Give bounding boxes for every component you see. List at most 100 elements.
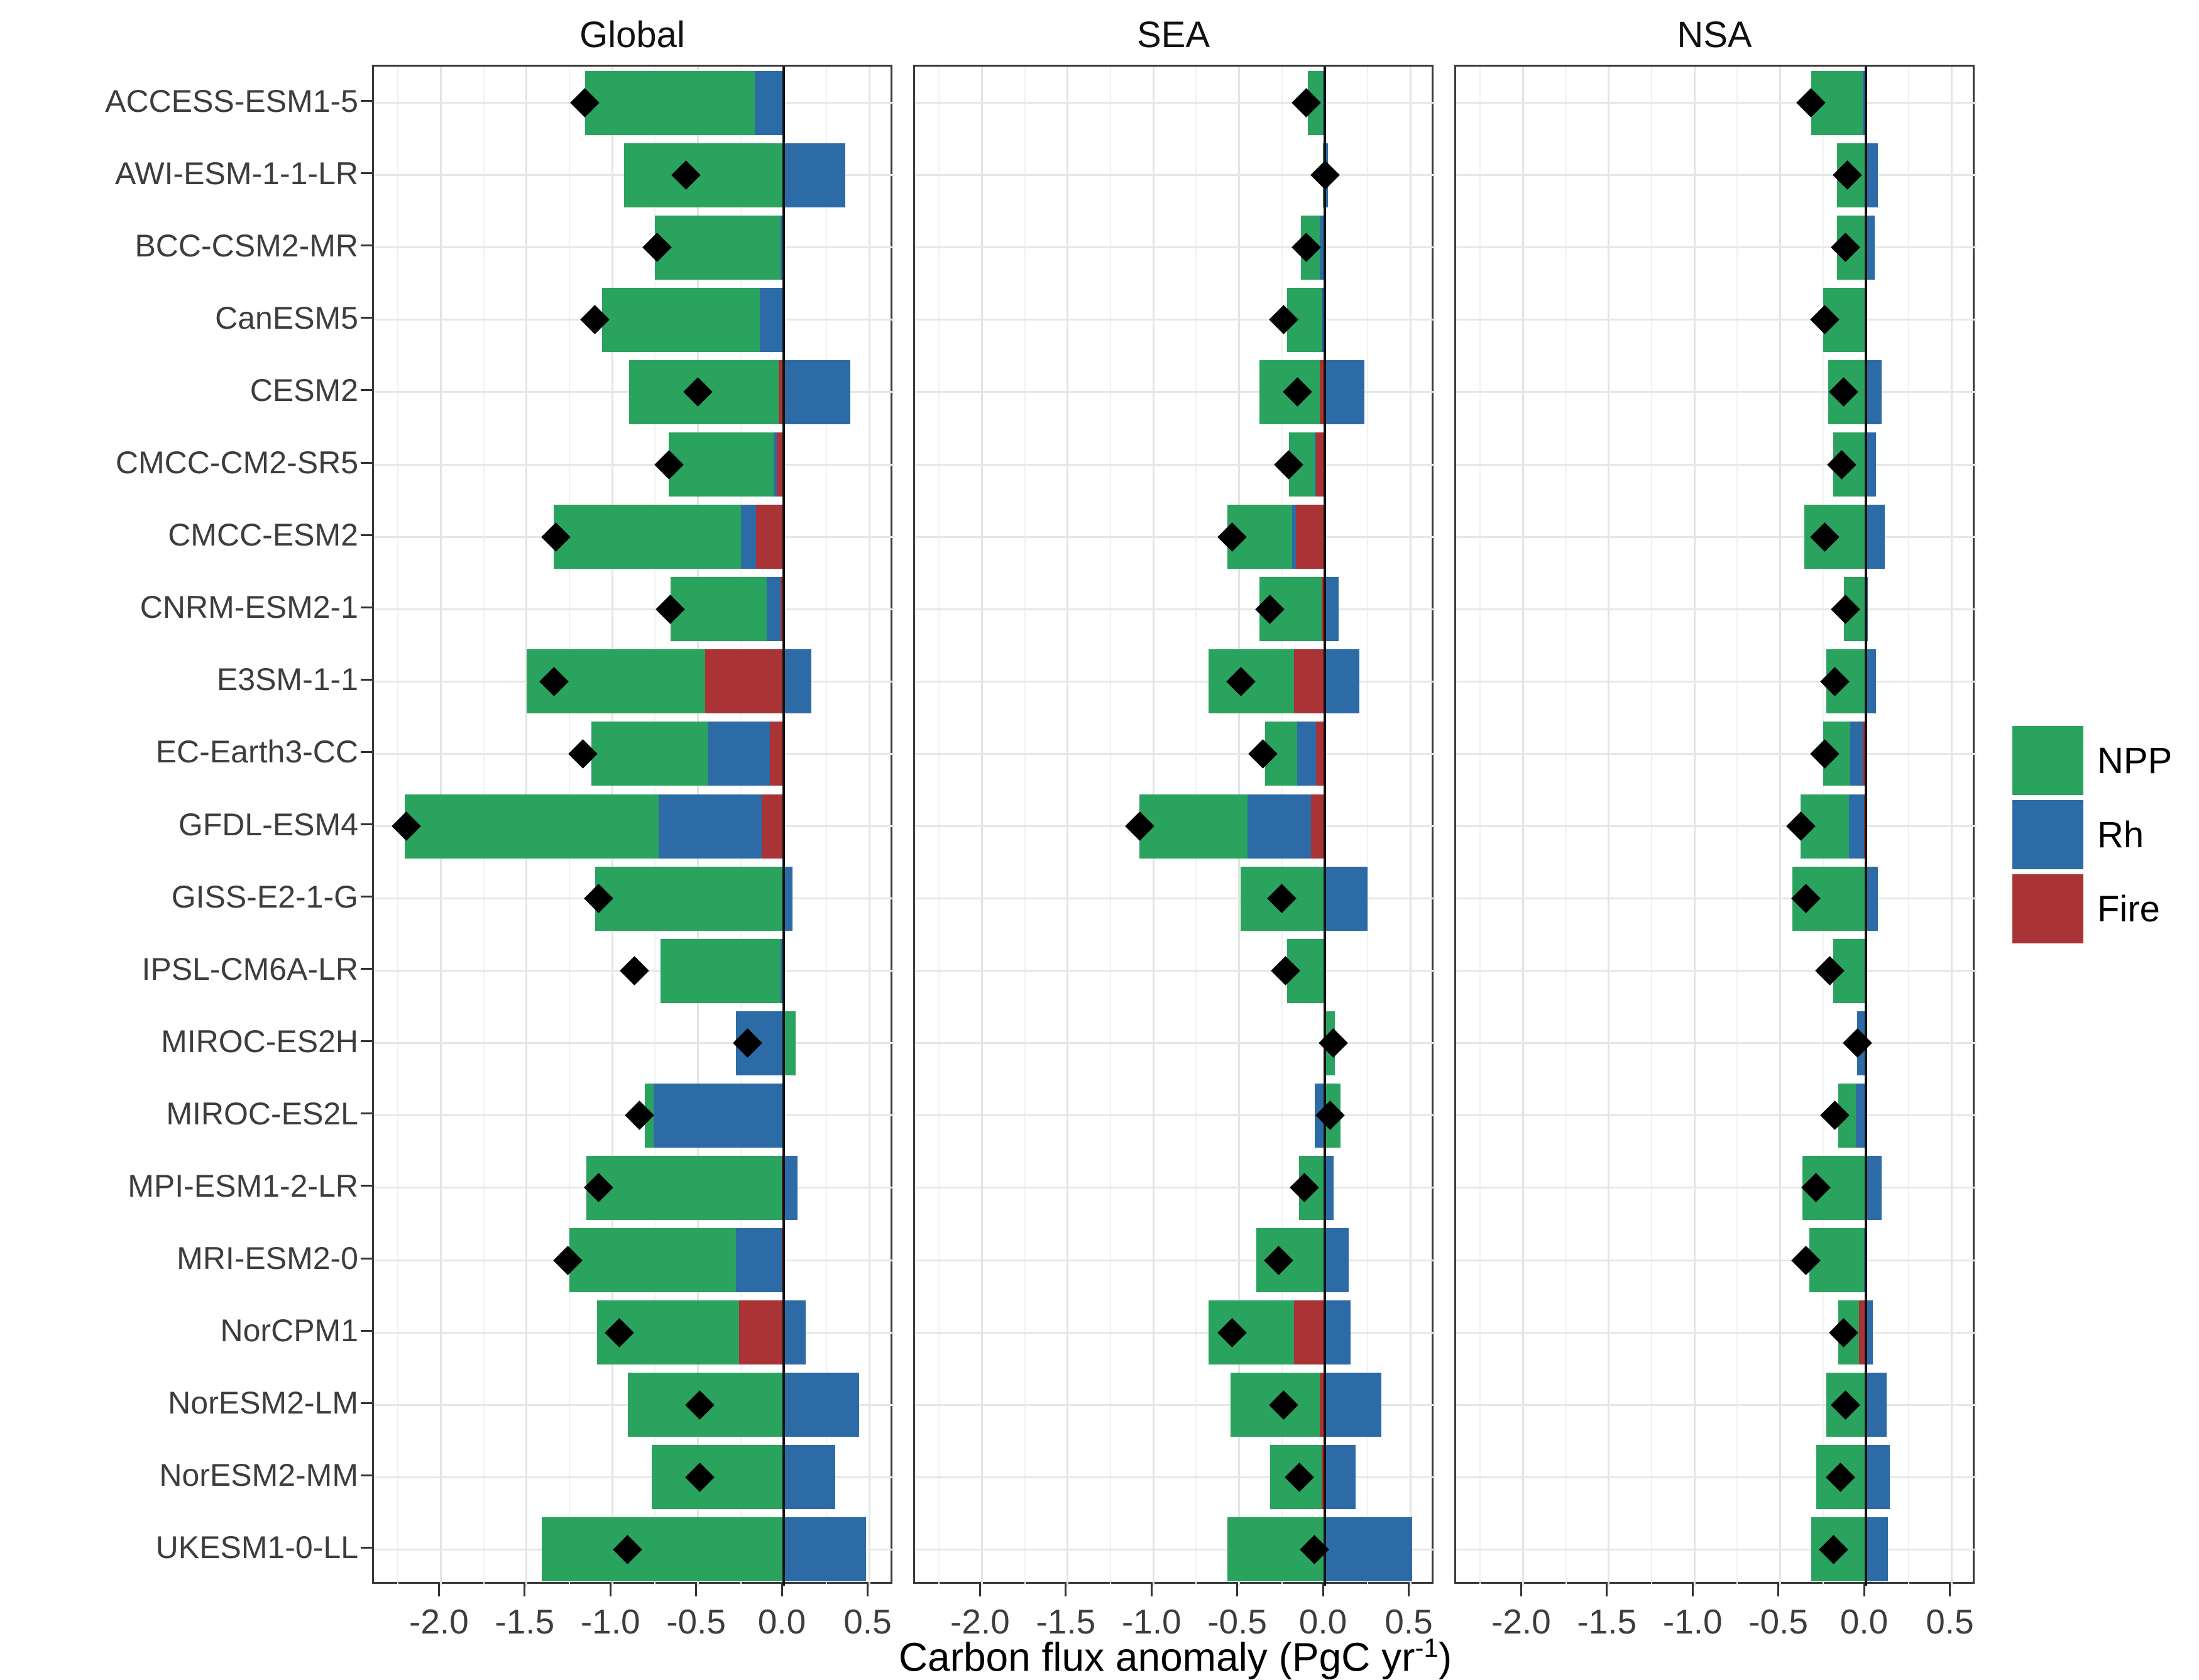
row-gridline bbox=[915, 1331, 1435, 1334]
bar-segment-fire bbox=[1316, 722, 1325, 786]
bar-segment-rh bbox=[1292, 505, 1296, 569]
y-axis-tick bbox=[361, 1112, 372, 1115]
y-axis-tick bbox=[361, 1402, 372, 1404]
bar-segment-rh bbox=[1314, 432, 1317, 497]
x-axis-tick-label: 0.5 bbox=[843, 1602, 892, 1641]
y-axis-label: MPI-ESM1-2-LR bbox=[128, 1168, 358, 1204]
bar-segment-rh bbox=[1325, 1517, 1413, 1582]
bar-segment-npp bbox=[669, 432, 774, 497]
bar-segment-rh bbox=[766, 577, 781, 642]
diamond-marker bbox=[1310, 160, 1340, 190]
y-axis-tick bbox=[361, 1329, 372, 1332]
bar-segment-npp bbox=[569, 1228, 736, 1293]
row-gridline bbox=[915, 1548, 1435, 1551]
y-axis-label: CMCC-ESM2 bbox=[168, 517, 358, 553]
bar-segment-rh bbox=[1325, 1228, 1349, 1293]
bar-segment-rh bbox=[1866, 1445, 1890, 1510]
x-axis-tick bbox=[695, 1584, 698, 1596]
bar-segment-npp bbox=[591, 722, 708, 786]
y-axis-label: E3SM-1-1 bbox=[216, 662, 358, 698]
x-axis-tick bbox=[1777, 1584, 1780, 1596]
row-gridline bbox=[915, 1476, 1435, 1478]
diamond-marker bbox=[620, 956, 650, 986]
x-axis-tick bbox=[524, 1584, 526, 1596]
y-axis-tick bbox=[361, 750, 372, 753]
y-axis-label: AWI-ESM-1-1-LR bbox=[114, 155, 358, 191]
row-gridline bbox=[1456, 1331, 1977, 1334]
bar-segment-rh bbox=[1319, 215, 1325, 280]
y-axis-tick bbox=[361, 317, 372, 319]
row-gridline bbox=[1456, 174, 1977, 177]
y-axis-tick bbox=[361, 968, 372, 970]
bar-segment-rh bbox=[1866, 1373, 1887, 1437]
x-axis-tick bbox=[1065, 1584, 1067, 1596]
row-gridline bbox=[1456, 970, 1977, 972]
y-axis-tick bbox=[361, 172, 372, 175]
row-gridline bbox=[915, 1403, 1435, 1406]
bar-segment-npp bbox=[784, 1011, 796, 1075]
y-axis-tick bbox=[361, 1257, 372, 1260]
bar-segment-rh bbox=[1325, 1155, 1334, 1220]
bar-segment-fire bbox=[1321, 577, 1325, 642]
x-axis-title: Carbon flux anomaly (PgC yr-1) bbox=[628, 1633, 1722, 1680]
legend-item-rh: Rh bbox=[2006, 800, 2195, 871]
y-axis-label: NorCPM1 bbox=[220, 1313, 358, 1349]
y-axis-tick bbox=[361, 823, 372, 825]
x-axis-tick-label: -1.5 bbox=[1577, 1602, 1637, 1641]
x-axis-tick-label: -2.0 bbox=[950, 1602, 1010, 1641]
bar-segment-rh bbox=[1325, 649, 1359, 714]
bar-segment-npp bbox=[670, 577, 767, 642]
row-gridline bbox=[1456, 608, 1977, 610]
bar-segment-rh bbox=[1848, 794, 1865, 859]
x-axis-tick-label: 0.0 bbox=[1298, 1602, 1347, 1641]
row-gridline bbox=[1456, 463, 1977, 466]
row-gridline bbox=[1456, 1042, 1977, 1045]
x-axis-tick-label: 0.5 bbox=[1926, 1602, 1974, 1641]
y-axis-label: BCC-CSM2-MR bbox=[134, 228, 358, 263]
panel-title-sea: SEA bbox=[1136, 14, 1210, 55]
x-axis-tick-label: 0.5 bbox=[1385, 1602, 1433, 1641]
bar-segment-rh bbox=[754, 70, 784, 135]
legend-item-fire: Fire bbox=[2006, 874, 2195, 945]
y-axis-label: CMCC-CM2-SR5 bbox=[115, 445, 358, 481]
panel-sea bbox=[913, 65, 1435, 1586]
bar-segment-rh bbox=[1866, 649, 1877, 714]
panel-global bbox=[372, 65, 894, 1586]
bar-segment-rh bbox=[1866, 505, 1885, 569]
x-axis-tick-label: -2.0 bbox=[409, 1602, 469, 1641]
y-axis-tick bbox=[361, 606, 372, 608]
bar-segment-npp bbox=[601, 287, 760, 352]
bar-segment-fire bbox=[705, 649, 784, 714]
y-axis-tick bbox=[361, 461, 372, 464]
y-axis-tick bbox=[361, 1474, 372, 1476]
x-axis-tick bbox=[1606, 1584, 1608, 1596]
zero-reference-line bbox=[782, 67, 786, 1586]
bar-segment-fire bbox=[1293, 649, 1325, 714]
legend-label-npp: NPP bbox=[2097, 740, 2173, 781]
diamond-marker bbox=[1843, 1028, 1872, 1058]
x-axis-tick bbox=[1691, 1584, 1694, 1596]
bar-segment-fire bbox=[778, 360, 784, 424]
y-axis-label: GISS-E2-1-G bbox=[171, 879, 358, 914]
bar-segment-rh bbox=[1866, 1517, 1889, 1582]
x-axis-tick bbox=[979, 1584, 981, 1596]
x-axis-tick bbox=[609, 1584, 611, 1596]
row-gridline bbox=[915, 752, 1435, 755]
y-axis-label: MIROC-ES2H bbox=[161, 1023, 358, 1059]
bar-segment-npp bbox=[1139, 794, 1248, 859]
bar-segment-rh bbox=[708, 722, 770, 786]
row-gridline bbox=[915, 535, 1435, 538]
legend-label-fire: Fire bbox=[2097, 889, 2160, 930]
bar-segment-npp bbox=[586, 1155, 782, 1220]
bar-segment-fire bbox=[756, 505, 784, 569]
bar-segment-rh bbox=[784, 1517, 866, 1582]
y-axis-label: NorESM2-LM bbox=[168, 1385, 358, 1421]
row-gridline bbox=[1456, 391, 1977, 393]
rh-swatch-icon bbox=[2012, 800, 2083, 869]
bar-segment-rh bbox=[1325, 1373, 1382, 1437]
row-gridline bbox=[915, 608, 1435, 610]
row-gridline bbox=[915, 102, 1435, 104]
bar-segment-fire bbox=[1316, 432, 1325, 497]
panel-nsa bbox=[1454, 65, 1977, 1586]
row-gridline bbox=[1456, 535, 1977, 538]
